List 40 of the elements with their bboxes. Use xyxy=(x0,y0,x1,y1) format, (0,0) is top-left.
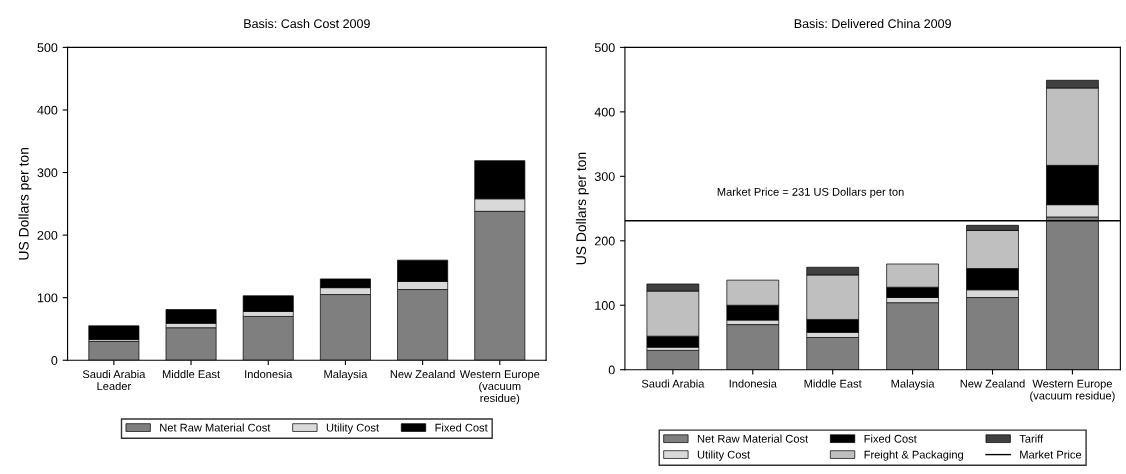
y-tick-label: 300 xyxy=(594,172,615,181)
chart-title: Basis: Cash Cost 2009 xyxy=(244,18,370,29)
legend-label: Fixed Cost xyxy=(864,434,917,443)
y-axis-title: US Dollars per ton xyxy=(575,152,589,265)
bar xyxy=(165,309,217,324)
legend-label: Tariff xyxy=(1019,434,1044,443)
y-tick-label: 200 xyxy=(594,236,615,246)
y-tick-label: 400 xyxy=(594,107,615,117)
legend-label: Net Raw Material Cost xyxy=(160,423,271,432)
legend-label: Utility Cost xyxy=(697,450,750,461)
bar xyxy=(88,325,140,340)
x-tick-label: New Zealand xyxy=(960,379,1025,388)
y-tick-label: 100 xyxy=(37,293,58,303)
y-tick-label: 300 xyxy=(37,168,58,178)
x-tick-label: Middle East xyxy=(804,379,862,388)
y-tick-label: 0 xyxy=(51,356,58,365)
x-tick-label: Saudi Arabia Leader xyxy=(82,369,146,391)
legend-label: Market Price xyxy=(1020,450,1082,459)
legend-label: Utility Cost xyxy=(326,423,379,434)
y-tick-label: 200 xyxy=(37,230,58,240)
y-tick-label: 500 xyxy=(37,43,58,53)
annotation: Market Price = 231 US Dollars per ton xyxy=(717,187,904,198)
x-tick-label: Malaysia xyxy=(891,379,935,390)
x-tick-label: Western Europe (vacuum residue) xyxy=(459,370,540,405)
y-axis-title: US Dollars per ton xyxy=(18,147,32,260)
x-tick-label: Indonesia xyxy=(729,379,777,388)
chart-title: Basis: Delivered China 2009 xyxy=(794,18,951,29)
legend-label: Fixed Cost xyxy=(435,423,488,432)
y-tick-label: 400 xyxy=(37,105,58,115)
x-tick-label: Indonesia xyxy=(245,369,293,379)
x-tick-label: Middle East xyxy=(162,369,220,379)
x-tick-label: New Zealand xyxy=(390,369,455,379)
y-tick-label: 0 xyxy=(608,365,615,375)
y-tick-label: 500 xyxy=(594,43,615,53)
x-tick-label: Saudi Arabia xyxy=(641,379,705,388)
legend-label: Freight & Packaging xyxy=(864,450,964,461)
x-tick-label: Malaysia xyxy=(324,369,368,381)
legend-label: Net Raw Material Cost xyxy=(697,434,809,443)
y-tick-label: 100 xyxy=(595,301,615,310)
x-tick-label: Western Europe (vacuum residue) xyxy=(1030,379,1115,402)
